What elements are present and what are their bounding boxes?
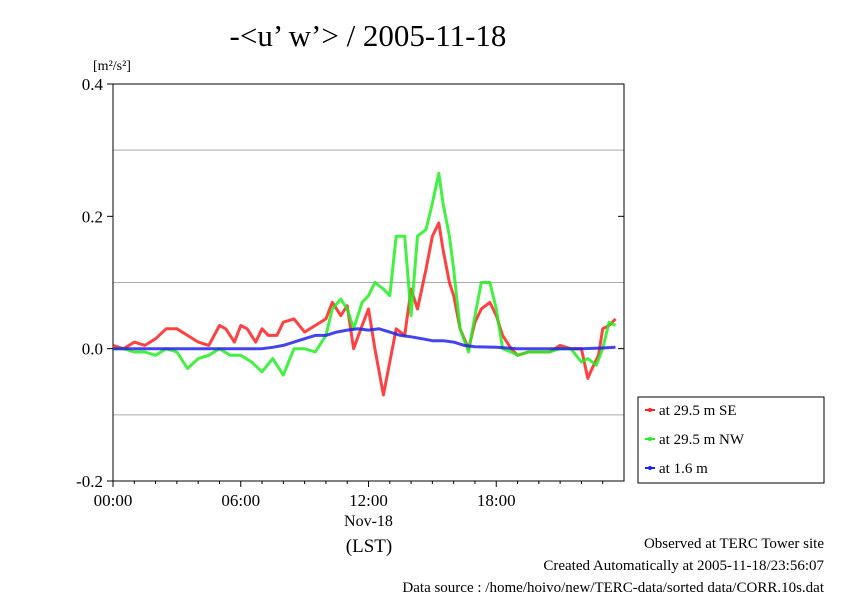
legend-label: at 29.5 m SE <box>659 403 737 419</box>
series-line-1 <box>113 171 617 377</box>
y-unit-label: [m²/s²] <box>93 59 131 74</box>
legend: at 29.5 m SE at 29.5 m NW at 1.6 m <box>637 396 825 484</box>
series-line-2 <box>113 327 616 351</box>
x-tick-label: 06:00 <box>221 491 260 510</box>
legend-label: at 1.6 m <box>659 461 708 477</box>
legend-label: at 29.5 m NW <box>659 432 745 448</box>
footer-observed: Observed at TERC Tower site <box>643 536 824 552</box>
axis-ticks: -0.2 0.0 0.2 0.4 00:00 06:00 12:00 Nov-18 18:00 <box>76 75 624 530</box>
x-tick-label: 00:00 <box>94 491 133 510</box>
x-tick-label: 18:00 <box>477 491 516 510</box>
y-tick-label: -0.2 <box>76 472 103 491</box>
x-axis-label: (LST) <box>346 536 392 557</box>
legend-marker <box>648 437 652 441</box>
legend-marker <box>648 466 652 470</box>
y-tick-label: 0.2 <box>82 207 103 226</box>
chart-title: -<u’ w’> / 2005-11-18 <box>230 18 507 53</box>
y-tick-label: 0.4 <box>82 75 104 94</box>
x-tick-sublabel: Nov-18 <box>344 513 393 530</box>
footer-source: Data source : /home/hoivo/new/TERC-data/… <box>402 580 824 596</box>
series-lines <box>112 171 617 397</box>
x-tick-label: 12:00 <box>349 491 388 510</box>
y-tick-label: 0.0 <box>82 340 103 359</box>
legend-marker <box>648 408 652 412</box>
footer-created: Created Automatically at 2005-11-18/23:5… <box>543 558 824 574</box>
grid <box>113 149 624 416</box>
legend-box <box>637 396 825 484</box>
